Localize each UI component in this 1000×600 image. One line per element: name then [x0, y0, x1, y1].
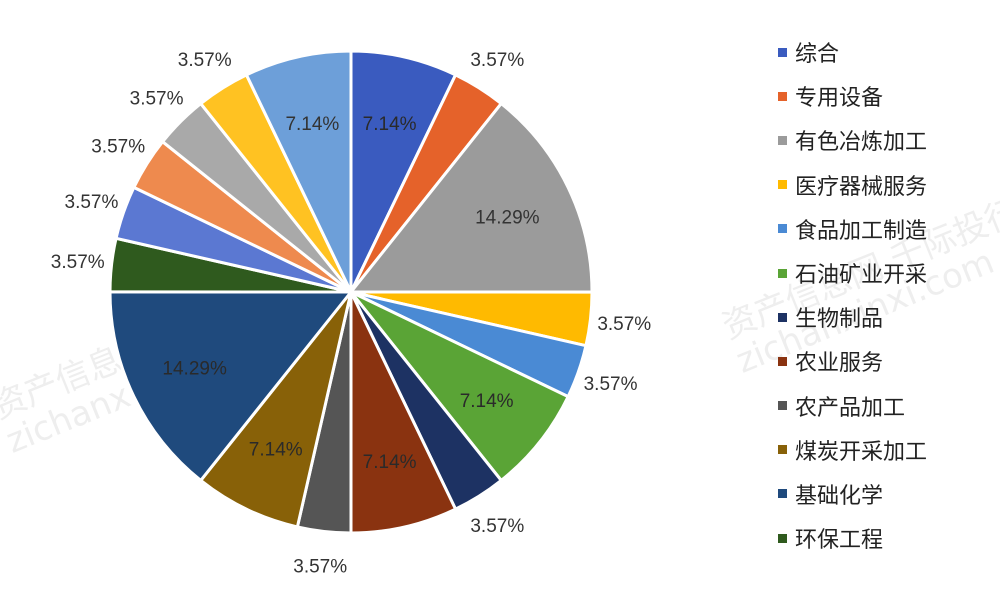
legend-item-7: 农业服务 [778, 339, 998, 383]
pie-slice-0 [349, 49, 458, 293]
pie-slice-label-0: 7.14% [363, 114, 417, 135]
legend-item-11: 环保工程 [778, 516, 998, 560]
legend-item-4: 食品加工制造 [778, 207, 998, 251]
legend-item-3: 医疗器械服务 [778, 163, 998, 207]
legend-label-4: 食品加工制造 [795, 218, 928, 244]
pie-slice-7 [349, 291, 458, 535]
pie-slice-label-1: 3.57% [470, 50, 524, 71]
legend-item-0: 综合 [778, 30, 998, 74]
pie-slice-label-14: 3.57% [130, 89, 184, 110]
legend-swatch-1 [778, 91, 787, 101]
legend-swatch-0 [778, 47, 787, 57]
legend: 综合专用设备有色冶炼加工 医疗器械服务 食品加工制造 石油矿业开采 生物制品农业服务农产… [778, 30, 998, 560]
legend-label-8: 农产品加工 [795, 395, 906, 421]
legend-swatch-10 [778, 489, 787, 499]
pie-slice-label-16: 7.14% [285, 114, 339, 135]
legend-label-0: 综合 [795, 42, 840, 68]
pie-slice-10 [108, 290, 355, 483]
pie-slice-label-13: 3.57% [91, 137, 145, 158]
legend-item-8: 农产品加工 [778, 384, 998, 428]
pie-slice-label-8: 3.57% [293, 556, 347, 577]
pie-slice-5 [349, 290, 571, 483]
legend-item-5: 石油矿业开采 [778, 251, 998, 295]
pie-slice-label-9: 7.14% [249, 439, 303, 460]
pie-slice-2 [347, 101, 594, 294]
pie-slice-16 [244, 49, 353, 293]
legend-swatch-11 [778, 533, 787, 543]
pie-slice-label-5: 7.14% [460, 391, 514, 412]
pie-slice-label-2: 14.29% [475, 208, 540, 229]
legend-label-6: 生物制品 [795, 307, 884, 333]
legend-swatch-7 [778, 356, 787, 366]
legend-swatch-2 [778, 135, 787, 145]
pie-slice-label-3: 3.57% [597, 314, 651, 335]
legend-item-1: 专用设备 [778, 74, 998, 118]
legend-label-9: 煤炭开采加工 [795, 439, 928, 465]
pie-slice-label-7: 7.14% [363, 452, 417, 473]
legend-label-10: 基础化学 [795, 483, 884, 509]
pie-slice-label-11: 3.57% [51, 252, 105, 273]
pie-slice-9 [198, 291, 353, 529]
legend-swatch-3 [778, 180, 787, 190]
pie-slice-label-10: 14.29% [162, 358, 227, 379]
legend-label-3: 医疗器械服务 [795, 174, 928, 200]
pie-slice-label-4: 3.57% [584, 374, 638, 395]
legend-swatch-5 [778, 268, 787, 278]
pie-slice-label-12: 3.57% [65, 192, 119, 213]
legend-item-6: 生物制品 [778, 295, 998, 339]
legend-item-2: 有色冶炼加工 [778, 118, 998, 162]
legend-swatch-9 [778, 445, 787, 455]
legend-swatch-6 [778, 312, 787, 322]
legend-item-10: 基础化学 [778, 472, 998, 516]
legend-label-7: 农业服务 [795, 351, 884, 377]
legend-label-11: 环保工程 [795, 528, 884, 554]
legend-label-2: 有色冶炼加工 [795, 130, 928, 156]
legend-label-1: 专用设备 [795, 86, 884, 112]
pie-slice-label-6: 3.57% [470, 516, 524, 537]
legend-item-9: 煤炭开采加工 [778, 428, 998, 472]
legend-label-5: 石油矿业开采 [795, 263, 928, 289]
pie-slice-label-15: 3.57% [178, 50, 232, 71]
legend-swatch-4 [778, 224, 787, 234]
legend-swatch-8 [778, 401, 787, 411]
